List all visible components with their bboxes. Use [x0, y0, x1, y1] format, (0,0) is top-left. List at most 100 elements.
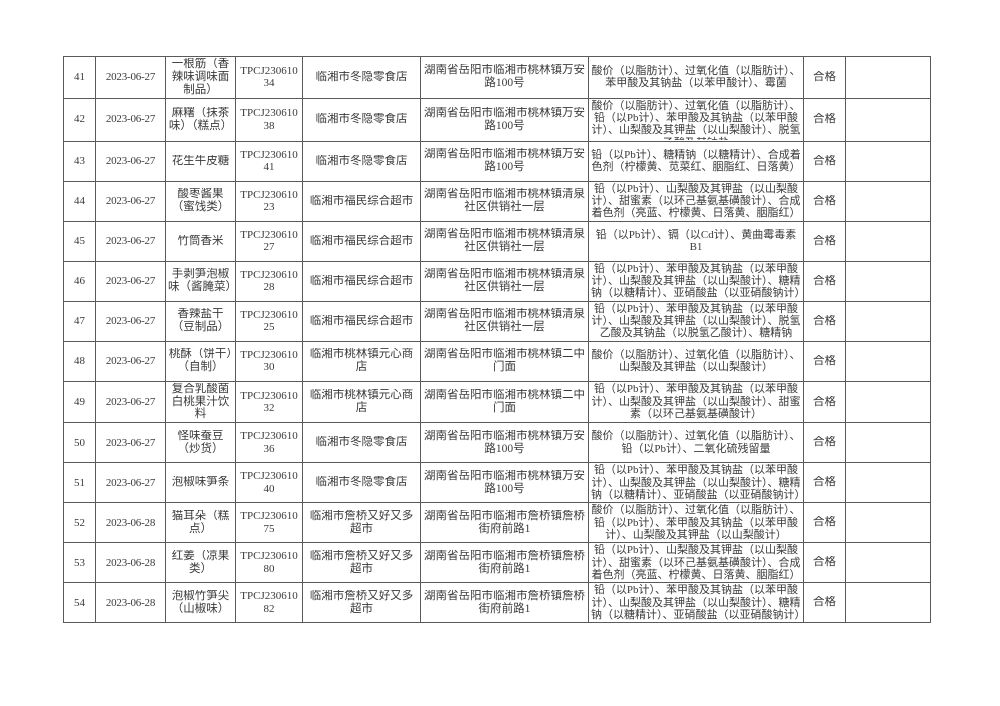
inspection-table-body: 41 2023-06-27 一根筋（香辣味调味面制品） TPCJ23061034 临湘市… [63, 56, 931, 624]
cell-inspection-items: 铅（以Pb计）、山梨酸及其钾盐（以山梨酸计）、甜蜜素（以环己基氨基磺酸计）、合成… [588, 180, 804, 222]
cell-product-name: 酸枣酱果（蜜饯类） [165, 180, 236, 222]
cell-inspection-result: 合格 [803, 260, 846, 302]
cell-sampling-date: 2023-06-28 [95, 582, 166, 624]
cell-product-name-text: 怪味蚕豆（炒货） [177, 429, 224, 455]
cell-product-name: 泡椒味笋条 [165, 462, 236, 504]
cell-inspection-items-text: 铅（以Pb计）、山梨酸及其钾盐（以山梨酸计）、甜蜜素（以环己基氨基磺酸计）、合成… [591, 544, 801, 581]
cell-sampled-unit-name: 临湘市詹桥又好又多超市 [302, 582, 421, 624]
cell-inspection-result-text: 合格 [813, 234, 836, 247]
table-row: 48 2023-06-27 桃酥（饼干）（自制） TPCJ23061030 临湘市桃林镇… [63, 340, 931, 382]
cell-serial-number-text: 44 [74, 194, 85, 207]
cell-sample-code-text: TPCJ23061080 [240, 550, 298, 575]
cell-serial-number-text: 41 [74, 71, 85, 84]
cell-sample-code-text: TPCJ23061038 [240, 107, 298, 132]
cell-inspection-items: 铅（以Pb计）、山梨酸及其钾盐（以山梨酸计）、甜蜜素（以环己基氨基磺酸计）、合成… [588, 542, 804, 584]
cell-serial-number: 44 [63, 180, 96, 222]
cell-product-name: 花生牛皮糖 [165, 140, 236, 182]
cell-inspection-result-text: 合格 [813, 395, 836, 408]
cell-sampled-unit-address: 湖南省岳阳市临湘市桃林镇二中门面 [420, 340, 589, 382]
cell-remark [845, 140, 931, 182]
table-row: 45 2023-06-27 竹筒香米 TPCJ23061027 临湘市福民综合超市 湖南省… [63, 220, 931, 262]
cell-inspection-result: 合格 [803, 542, 846, 584]
cell-sample-code: TPCJ23061032 [235, 380, 303, 424]
cell-sampled-unit-name-text: 临湘市冬隐零食店 [315, 70, 408, 83]
cell-sampled-unit-name: 临湘市詹桥又好又多超市 [302, 502, 421, 544]
cell-remark [845, 502, 931, 544]
cell-serial-number: 47 [63, 300, 96, 342]
cell-sample-code-text: TPCJ23061082 [240, 590, 298, 615]
cell-inspection-result-text: 合格 [813, 113, 836, 126]
cell-inspection-items-text: 铅（以Pb计）、苯甲酸及其钠盐（以苯甲酸计）、山梨酸及其钾盐（以山梨酸计）、糖精… [591, 464, 801, 501]
cell-inspection-result-text: 合格 [813, 476, 836, 489]
cell-product-name-text: 花生牛皮糖 [171, 154, 230, 167]
cell-sampling-date-text: 2023-06-27 [105, 395, 156, 408]
cell-remark [845, 260, 931, 302]
cell-serial-number-text: 45 [74, 234, 85, 247]
cell-sampling-date: 2023-06-27 [95, 260, 166, 302]
cell-sampled-unit-name-text: 临湘市冬隐零食店 [315, 154, 408, 167]
cell-inspection-items-text: 铅（以Pb计）、镉（以Cd计）、黄曲霉毒素B1 [595, 228, 797, 254]
cell-sampling-date-text: 2023-06-28 [105, 516, 156, 529]
cell-remark [845, 422, 931, 464]
cell-sampling-date: 2023-06-27 [95, 97, 166, 142]
cell-serial-number-text: 54 [74, 596, 85, 609]
table-row: 50 2023-06-27 怪味蚕豆（炒货） TPCJ23061036 临湘市冬隐零食店… [63, 422, 931, 464]
cell-serial-number: 53 [63, 542, 96, 584]
cell-inspection-items: 酸价（以脂肪计）、过氧化值（以脂肪计）、苯甲酸及其钠盐（以苯甲酸计）、霉菌 [588, 56, 804, 99]
cell-sampled-unit-address-text: 湖南省岳阳市临湘市桃林镇清泉社区供销社一层 [424, 268, 585, 294]
cell-sampled-unit-address: 湖南省岳阳市临湘市桃林镇清泉社区供销社一层 [420, 300, 589, 342]
cell-product-name-text: 手剥笋泡椒味（酱腌菜） [168, 268, 233, 294]
cell-inspection-result: 合格 [803, 422, 846, 464]
cell-inspection-result: 合格 [803, 462, 846, 504]
cell-product-name: 麻糬（抹茶味）（糕点） [165, 97, 236, 142]
cell-sampled-unit-name-text: 临湘市詹桥又好又多超市 [309, 509, 414, 535]
cell-sample-code: TPCJ23061027 [235, 220, 303, 262]
cell-sampling-date-text: 2023-06-27 [105, 476, 156, 489]
cell-sampled-unit-name-text: 临湘市福民综合超市 [309, 274, 414, 287]
cell-sampled-unit-address-text: 湖南省岳阳市临湘市桃林镇万安路100号 [424, 429, 585, 455]
cell-sampled-unit-name-text: 临湘市冬隐零食店 [315, 476, 408, 489]
cell-remark [845, 380, 931, 424]
cell-inspection-items: 铅（以Pb计）、苯甲酸及其钠盐（以苯甲酸计）、山梨酸及其钾盐（以山梨酸计）、脱氢… [588, 300, 804, 342]
cell-inspection-items: 酸价（以脂肪计）、过氧化值（以脂肪计）、铅（以Pb计）、苯甲酸及其钠盐（以苯甲酸… [588, 502, 804, 544]
cell-inspection-items-text: 酸价（以脂肪计）、过氧化值（以脂肪计）、铅（以Pb计）、苯甲酸及其钠盐（以苯甲酸… [591, 504, 801, 541]
cell-sample-code: TPCJ23061028 [235, 260, 303, 302]
cell-sampling-date: 2023-06-27 [95, 56, 166, 99]
cell-inspection-result: 合格 [803, 180, 846, 222]
cell-inspection-items-text: 铅（以Pb计）、山梨酸及其钾盐（以山梨酸计）、甜蜜素（以环己基氨基磺酸计）、合成… [591, 182, 801, 220]
table-row: 44 2023-06-27 酸枣酱果（蜜饯类） TPCJ23061023 临湘市福民综合… [63, 180, 931, 222]
cell-product-name-text: 一根筋（香辣味调味面制品） [171, 58, 230, 96]
table-row: 49 2023-06-27 复合乳酸菌白桃果汁饮料 TPCJ23061032 临湘市桃林… [63, 380, 931, 424]
cell-sampled-unit-address: 湖南省岳阳市临湘市詹桥镇詹桥街府前路1 [420, 502, 589, 544]
cell-inspection-items-text: 酸价（以脂肪计）、过氧化值（以脂肪计）、铅（以Pb计）、二氧化硫残留量 [591, 430, 801, 455]
cell-product-name-text: 竹筒香米 [177, 234, 224, 247]
cell-sample-code: TPCJ23061025 [235, 300, 303, 342]
cell-serial-number-text: 46 [74, 274, 85, 287]
cell-inspection-result-text: 合格 [813, 194, 836, 207]
cell-serial-number-text: 50 [74, 436, 85, 449]
cell-sampled-unit-address-text: 湖南省岳阳市临湘市桃林镇二中门面 [424, 389, 585, 414]
cell-serial-number: 45 [63, 220, 96, 262]
cell-serial-number-text: 42 [74, 113, 85, 126]
cell-inspection-result: 合格 [803, 582, 846, 624]
cell-sampled-unit-name: 临湘市桃林镇元心商店 [302, 380, 421, 424]
cell-sampled-unit-address-text: 湖南省岳阳市临湘市詹桥镇詹桥街府前路1 [424, 549, 585, 575]
cell-inspection-result: 合格 [803, 140, 846, 182]
cell-sampling-date: 2023-06-27 [95, 220, 166, 262]
inspection-table-container: 41 2023-06-27 一根筋（香辣味调味面制品） TPCJ23061034 临湘市… [63, 56, 931, 624]
cell-sampling-date-text: 2023-06-27 [105, 436, 156, 449]
cell-remark [845, 582, 931, 624]
cell-sampled-unit-name-text: 临湘市詹桥又好又多超市 [309, 549, 414, 575]
cell-inspection-items: 铅（以Pb计）、糖精钠（以糖精计）、合成着色剂（柠檬黄、苋菜红、胭脂红、日落黄） [588, 140, 804, 182]
cell-sample-code: TPCJ23061075 [235, 502, 303, 544]
cell-sampling-date: 2023-06-27 [95, 340, 166, 382]
cell-serial-number: 41 [63, 56, 96, 99]
cell-sampled-unit-address-text: 湖南省岳阳市临湘市桃林镇清泉社区供销社一层 [424, 188, 585, 214]
cell-product-name: 一根筋（香辣味调味面制品） [165, 56, 236, 99]
cell-sampled-unit-address: 湖南省岳阳市临湘市桃林镇二中门面 [420, 380, 589, 424]
cell-sample-code-text: TPCJ23061025 [240, 308, 298, 334]
cell-serial-number: 50 [63, 422, 96, 464]
cell-sample-code-text: TPCJ23061023 [240, 188, 298, 214]
cell-product-name-text: 麻糬（抹茶味）（糕点） [168, 106, 233, 132]
